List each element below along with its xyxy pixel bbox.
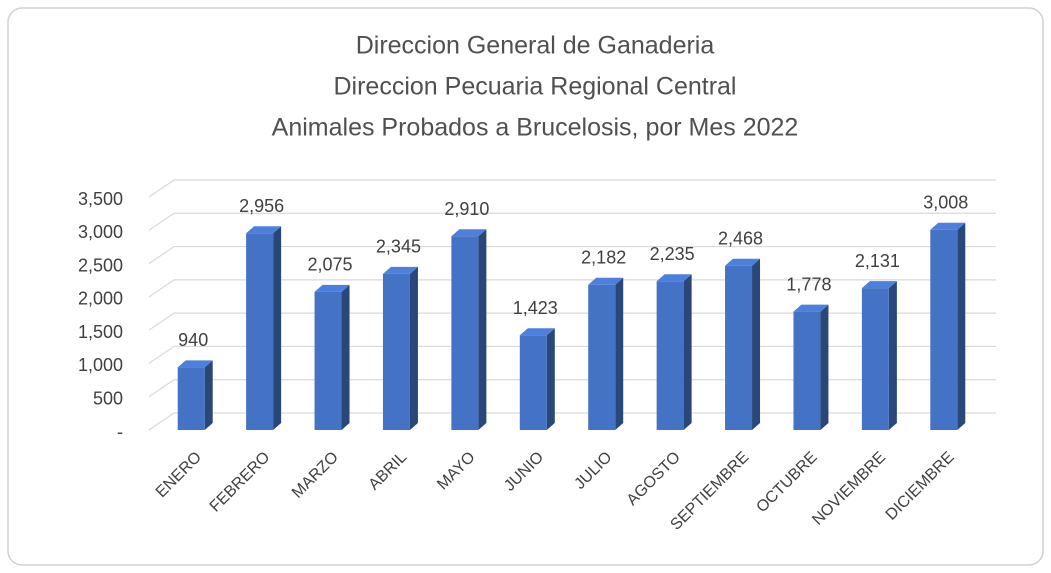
y-tick-label: 2,000 — [78, 289, 123, 309]
data-label: 1,423 — [513, 298, 558, 318]
bar — [930, 222, 966, 430]
bar-top — [930, 222, 966, 230]
data-label: 2,182 — [581, 247, 626, 267]
bar-top — [246, 226, 282, 234]
bar-side — [204, 360, 213, 430]
data-label: 2,235 — [650, 244, 695, 264]
bar — [246, 226, 282, 430]
grid-line — [148, 212, 996, 231]
bar-front — [451, 236, 479, 430]
bar-front — [246, 233, 274, 430]
grid-line — [148, 379, 996, 398]
bar-side — [273, 226, 282, 430]
bar-front — [519, 335, 547, 430]
bar-top — [588, 277, 624, 285]
bar — [861, 281, 897, 430]
bar-side — [888, 281, 897, 430]
bar-top — [451, 229, 487, 237]
data-label: 2,956 — [239, 196, 284, 216]
data-label: 1,778 — [786, 274, 831, 294]
bar-side — [478, 229, 487, 430]
bar-side — [683, 274, 692, 430]
grid-line — [148, 179, 996, 198]
bar-front — [725, 265, 753, 430]
bar-front — [930, 229, 958, 430]
bar-front — [382, 273, 410, 430]
data-label: 940 — [178, 330, 208, 350]
data-label: 2,468 — [718, 228, 763, 248]
grid-line — [148, 345, 996, 364]
bar — [314, 284, 350, 430]
grid-line — [148, 412, 996, 431]
chart-title: Animales Probados a Brucelosis, por Mes … — [272, 114, 799, 142]
bar-front — [314, 291, 342, 430]
bar-top — [382, 266, 418, 274]
y-tick-label: 500 — [93, 388, 123, 408]
bar-top — [519, 328, 555, 336]
bar-side — [546, 328, 555, 430]
bar — [519, 328, 555, 430]
bar-side — [409, 266, 418, 430]
grid-line — [148, 312, 996, 331]
bar — [588, 277, 624, 430]
y-tick-label: - — [117, 422, 123, 442]
chart-title: Direccion General de Ganaderia — [356, 32, 715, 60]
bar-top — [177, 360, 213, 368]
grid-line — [148, 245, 996, 265]
grid-line — [148, 279, 996, 298]
data-label: 2,075 — [308, 255, 353, 275]
bar-top — [725, 258, 761, 266]
bar-side — [615, 277, 624, 430]
y-tick-label: 1,000 — [78, 355, 123, 375]
data-label: 2,910 — [444, 199, 489, 219]
bar-side — [820, 304, 829, 430]
bar-top — [861, 281, 897, 289]
bar-front — [656, 281, 684, 430]
bar-side — [957, 222, 966, 430]
bar-side — [752, 258, 761, 430]
chart-title: Direccion Pecuaria Regional Central — [334, 73, 737, 101]
y-tick-label: 3,000 — [78, 222, 123, 242]
bar — [382, 266, 418, 430]
data-label: 2,345 — [376, 237, 421, 257]
bar-top — [656, 274, 692, 282]
bar — [725, 258, 761, 430]
bar — [793, 304, 829, 430]
bar — [451, 229, 487, 430]
bar-side — [341, 284, 350, 430]
bar — [177, 360, 213, 430]
bar-front — [177, 367, 205, 430]
bar-top — [314, 284, 350, 292]
bar — [656, 274, 692, 430]
bar-front — [588, 284, 616, 430]
data-label: 3,008 — [923, 193, 968, 213]
bar-front — [793, 311, 821, 430]
bar-top — [793, 304, 829, 312]
y-tick-label: 2,500 — [78, 255, 123, 275]
data-label: 2,131 — [855, 251, 900, 271]
y-tick-label: 3,500 — [78, 189, 123, 209]
y-tick-label: 1,500 — [78, 322, 123, 342]
bar-front — [861, 288, 889, 430]
